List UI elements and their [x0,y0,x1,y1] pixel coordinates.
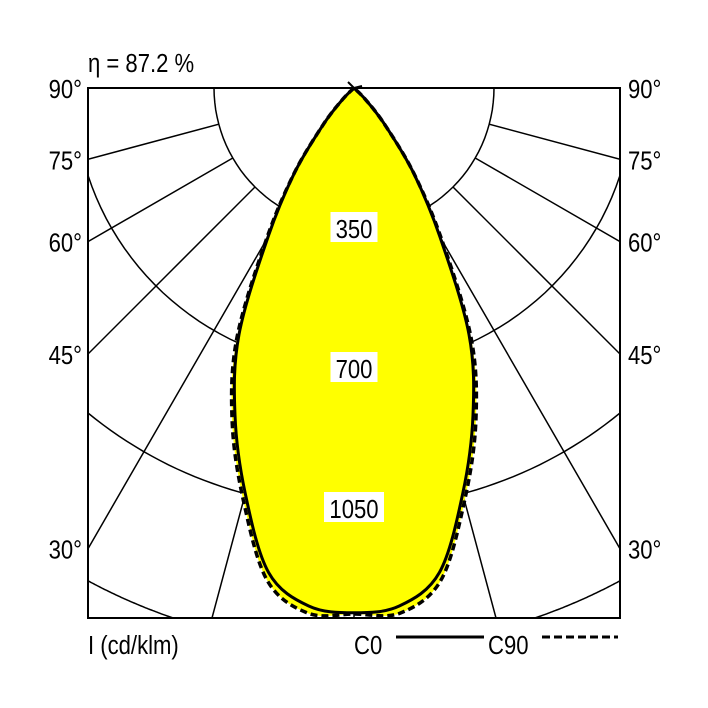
labels: 90° 90° 75° 75° 60° 60° 45° 45° 30° 30° [49,75,662,565]
radial-label-700: 700 [336,355,373,384]
angle-line-75 [88,123,219,161]
radial-label-bg [324,492,384,522]
angle-line-45 [452,186,620,355]
angle-label-75-left: 75° [49,147,82,176]
angle-label-60-right: 60° [628,229,661,258]
angle-line-45 [88,186,256,355]
radial-label-bg [330,352,378,382]
radial-label-1050: 1050 [329,495,378,524]
angle-label-60-left: 60° [49,229,82,258]
legend-label-c0: C0 [354,631,382,660]
radial-circle-1400 [88,580,620,618]
overlay: 350 700 1050 [324,81,384,524]
angle-line-30 [88,208,285,550]
angle-label-90-left: 90° [49,75,82,104]
angle-label-45-left: 45° [49,341,82,370]
angle-line-75 [489,123,620,161]
unit-label: I (cd/klm) [88,631,179,660]
angle-label-30-right: 30° [628,536,661,565]
plot-frame [87,87,621,619]
curve-c0 [232,88,476,615]
radial-label-bg [330,212,378,242]
angle-line-30 [423,208,620,550]
chart-title: η = 87.2 % [88,49,194,78]
angle-line-60 [474,157,620,243]
legend: C0 C90 [354,631,618,660]
angle-label-75-right: 75° [628,147,661,176]
angle-label-45-right: 45° [628,341,661,370]
legend-label-c90: C90 [488,631,529,660]
angle-label-90-right: 90° [628,75,661,104]
intensity-fill [231,88,477,616]
curve-c90 [229,88,479,618]
angle-label-30-left: 30° [49,536,82,565]
angle-line-60 [88,157,234,243]
curves [229,88,479,618]
radial-label-350: 350 [336,215,373,244]
